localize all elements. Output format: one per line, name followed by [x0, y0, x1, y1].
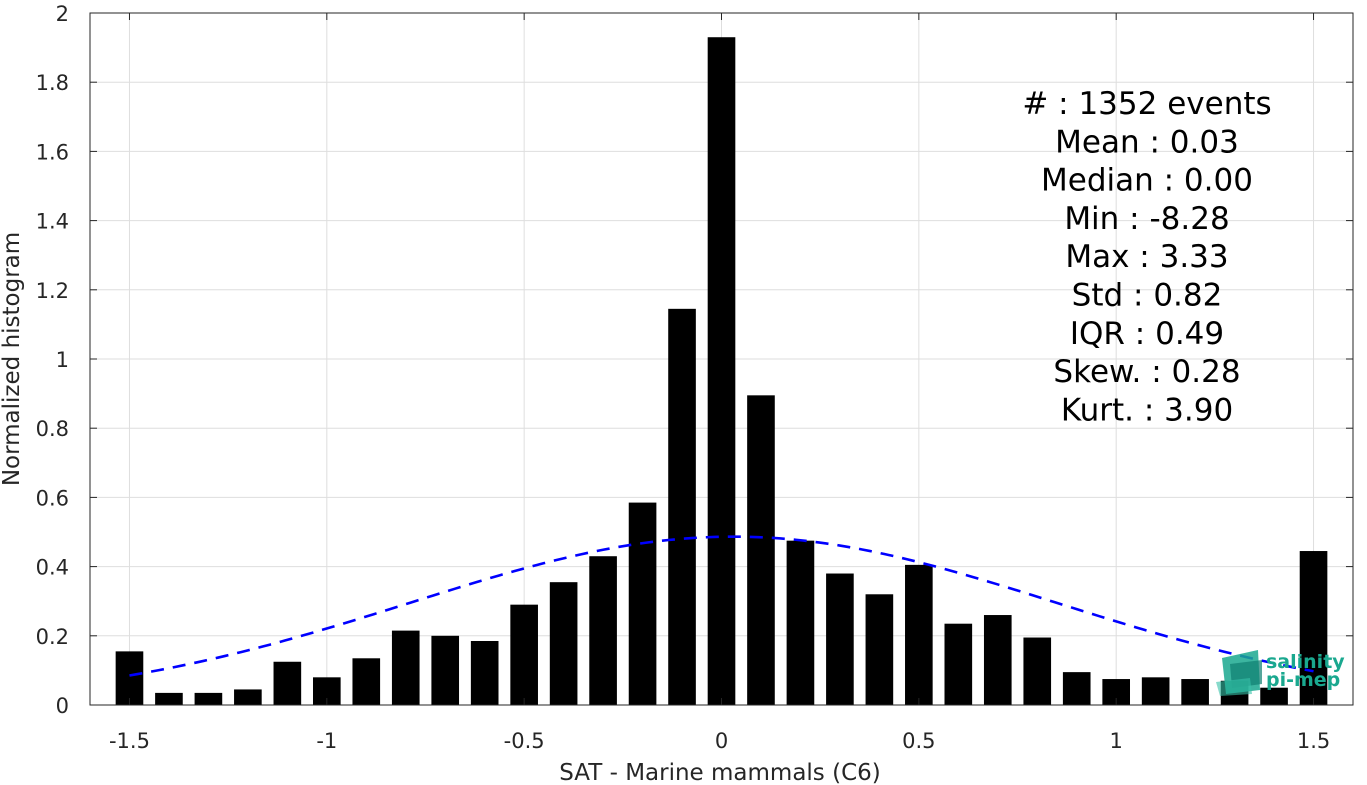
- stats-line-0: # : 1352 events: [1022, 86, 1271, 122]
- y-axis-label: Normalized histogram: [0, 232, 25, 486]
- y-axis-ticks: 0 0.2 0.4 0.6 0.8 1 1.2 1.4 1.6 1.8 2: [36, 2, 1353, 718]
- stats-line-2: Median : 0.00: [1041, 163, 1253, 199]
- x-tick-label-1: -1: [316, 729, 337, 753]
- histogram-bar-11: [549, 582, 578, 705]
- histogram-bar-22: [983, 615, 1012, 705]
- stats-line-1: Mean : 0.03: [1055, 124, 1239, 160]
- salinity-pi-mep-logo: salinity pi-mep: [1216, 650, 1345, 696]
- y-tick-label-7: 1.4: [36, 210, 69, 234]
- y-tick-label-3: 0.6: [36, 486, 69, 510]
- histogram-bar-16: [747, 395, 775, 705]
- y-tick-label-4: 0.8: [36, 417, 69, 441]
- histogram-bar-3: [234, 689, 262, 705]
- histogram-bar-24: [1062, 672, 1091, 705]
- histogram-bar-4: [273, 661, 302, 705]
- x-tick-label-4: 0.5: [902, 729, 935, 753]
- x-tick-label-2: -0.5: [504, 729, 545, 753]
- stats-line-8: Kurt. : 3.90: [1061, 392, 1233, 428]
- histogram-bar-10: [510, 604, 538, 705]
- logo-text-salinity: salinity: [1266, 651, 1345, 673]
- histogram-bar-7: [391, 630, 420, 705]
- x-tick-label-0: -1.5: [109, 729, 150, 753]
- histogram-bar-6: [352, 658, 381, 705]
- logo-emblem-icon: [1216, 650, 1262, 696]
- histogram-bar-30: [1299, 551, 1328, 705]
- histogram-bar-20: [905, 564, 933, 705]
- x-axis-ticks: -1.5 -1 -0.5 0 0.5 1 1.5: [109, 13, 1330, 753]
- histogram-bar-14: [668, 308, 696, 705]
- stats-line-4: Max : 3.33: [1065, 239, 1228, 275]
- stats-line-7: Skew. : 0.28: [1053, 354, 1240, 390]
- histogram-bar-17: [786, 540, 815, 705]
- histogram-bar-12: [589, 556, 617, 705]
- x-tick-label-3: 0: [715, 729, 728, 753]
- histogram-bar-18: [826, 573, 854, 705]
- stats-line-6: IQR : 0.49: [1070, 316, 1224, 352]
- stats-line-5: Std : 0.82: [1072, 278, 1223, 314]
- y-tick-label-10: 2: [56, 2, 69, 26]
- histogram-bar-21: [944, 623, 973, 705]
- x-tick-label-6: 1.5: [1297, 729, 1330, 753]
- histogram-bar-29: [1260, 687, 1288, 705]
- histogram-bar-0: [115, 651, 144, 705]
- histogram-bar-13: [628, 502, 657, 705]
- y-tick-label-5: 1: [56, 348, 69, 372]
- histogram-bar-8: [431, 635, 460, 705]
- histogram-bar-2: [194, 692, 223, 705]
- y-tick-label-6: 1.2: [36, 279, 69, 303]
- y-tick-label-2: 0.4: [36, 556, 69, 580]
- histogram-bar-1: [155, 692, 183, 705]
- y-tick-label-8: 1.6: [36, 140, 69, 164]
- y-tick-label-9: 1.8: [36, 71, 69, 95]
- stats-line-3: Min : -8.28: [1064, 201, 1229, 237]
- histogram-bar-15: [707, 37, 736, 706]
- histogram-bar-23: [1023, 637, 1052, 705]
- histogram-bars: [115, 37, 1328, 706]
- x-axis-label: SAT - Marine mammals (C6): [559, 760, 881, 785]
- histogram-bar-19: [865, 594, 894, 705]
- y-tick-label-0: 0: [56, 694, 69, 718]
- logo-text-pi-mep: pi-mep: [1266, 669, 1340, 691]
- histogram-bar-27: [1181, 679, 1209, 705]
- y-tick-label-1: 0.2: [36, 625, 69, 649]
- gaussian-fit-curve: [129, 535, 1314, 677]
- x-tick-label-5: 1: [1110, 729, 1123, 753]
- histogram-bar-9: [470, 640, 499, 705]
- histogram-bar-26: [1141, 677, 1170, 705]
